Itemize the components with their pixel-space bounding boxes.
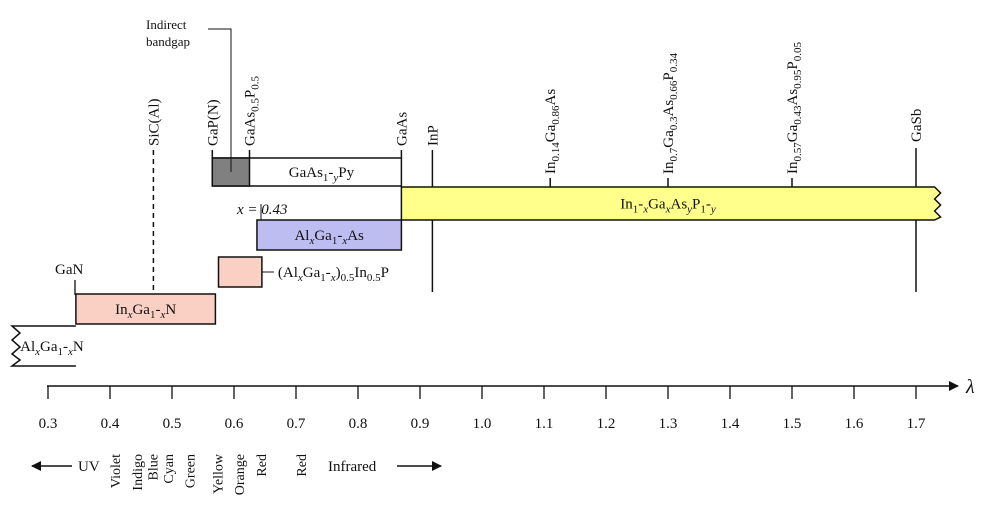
- band-label-algaas-band: AlxGa1-xAs: [294, 228, 364, 247]
- band-ingaasp-band: [400, 186, 942, 221]
- axis-tick-label: 0.6: [225, 416, 244, 432]
- axis-tick-label: 0.7: [287, 416, 306, 432]
- indirect-label-1: Indirect: [146, 17, 187, 32]
- wavelength-axis-symbol: λ: [965, 376, 975, 398]
- axis-tick-label: 1.1: [535, 416, 554, 432]
- axis-tick-label: 0.3: [39, 416, 58, 432]
- compound-label-ingaasp1: In0.7Ga0.3As0.66P0.34: [661, 52, 680, 174]
- compound-label-ingaasp2: In0.57Ga0.43As0.95P0.05: [785, 41, 804, 174]
- axis-ticks: 0.3 0.4 0.5 0.6 0.7 0.8 0.9 1.0 1.1 1.2 1.3 1.4 1.5 1…: [39, 386, 926, 432]
- infrared-label: Infrared: [328, 459, 377, 475]
- band-algainp-band: [217, 256, 263, 288]
- indirect-label-2: bandgap: [146, 34, 190, 49]
- spectrum-color-label: Yellow: [212, 453, 227, 494]
- axis-tick-label: 0.9: [411, 416, 430, 432]
- spectrum-color-label: Cyan: [162, 454, 177, 484]
- spectrum-color-label: Indigo: [131, 454, 146, 491]
- material-bands: GaAs1-yPy In1-xGaxAsyP1-y AlxGa1-xAs (AlxGa…: [9, 157, 942, 367]
- compound-label-ingaas: In0.14Ga0.86As: [543, 89, 562, 174]
- axis-tick-label: 0.8: [349, 416, 368, 432]
- compound-label-sic: SiC(Al): [146, 98, 162, 146]
- x-value-label: x = 0.43: [236, 202, 288, 218]
- axis-tick-label: 1.7: [907, 416, 926, 432]
- axis-tick-label: 1.3: [659, 416, 678, 432]
- compound-label-gaasp: GaAs0.5P0.5: [243, 75, 262, 146]
- band-label-ingaasp-band: In1-xGaxAsyP1-y: [620, 197, 716, 216]
- band-label-algan-band: AlxGa1-xN: [20, 339, 84, 358]
- band-label-ingan-band: InxGa1-xN: [115, 302, 176, 321]
- axis-tick-label: 1.4: [721, 416, 740, 432]
- band-label-algainp-band: (AlxGa1-x)0.5In0.5P: [278, 265, 389, 284]
- compound-label-gaas: GaAs: [394, 112, 410, 146]
- spectrum-color-label: Red: [295, 454, 310, 477]
- band-algan-band: [9, 325, 76, 367]
- spectrum-color-label: Blue: [146, 454, 161, 480]
- spectrum-colors: Violet Indigo Blue Cyan Green Yellow Orange Red…: [109, 453, 310, 495]
- indirect-leader: [208, 28, 232, 172]
- spectrum-color-label: Orange: [233, 454, 248, 495]
- gan-label: GaN: [55, 262, 83, 278]
- uv-label: UV: [78, 459, 100, 475]
- spectrum-color-label: Green: [184, 454, 199, 488]
- axis-tick-label: 1.5: [783, 416, 802, 432]
- band-label-gaasp-band: GaAs1-yPy: [289, 165, 355, 184]
- compound-label-inp: InP: [425, 125, 441, 146]
- band-algaas-band: [256, 219, 403, 251]
- axis-tick-label: 1.6: [845, 416, 864, 432]
- axis-tick-label: 0.5: [163, 416, 182, 432]
- compound-label-gasb: GaSb: [909, 109, 925, 142]
- compound-label-gapn: GaP(N): [205, 99, 221, 146]
- band-ingan-band: [75, 293, 217, 325]
- axis-tick-label: 1.0: [473, 416, 492, 432]
- spectrum-color-label: Red: [255, 454, 270, 477]
- spectrum-color-label: Violet: [109, 454, 124, 488]
- axis-tick-label: 1.2: [597, 416, 616, 432]
- axis-tick-label: 0.4: [101, 416, 120, 432]
- compound-markers: SiC(Al) GaP(N) GaAs0.5P0.5 GaAs InP In0.14Ga0…: [146, 41, 925, 292]
